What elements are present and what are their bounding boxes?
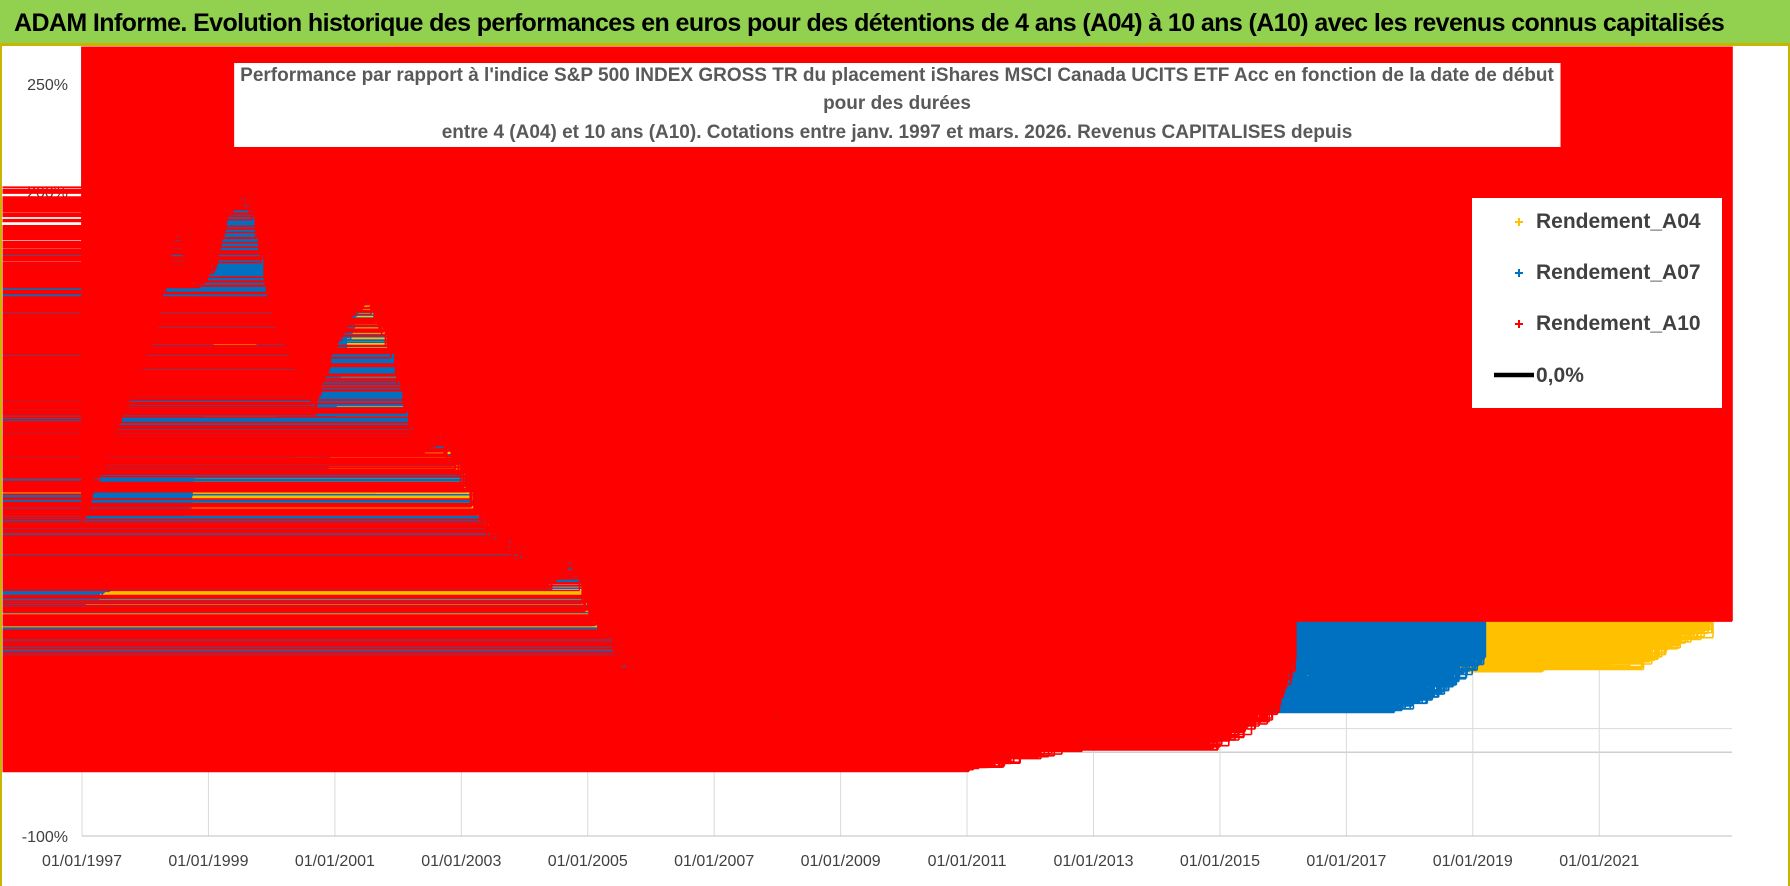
series-rendement-a10 xyxy=(2,46,1297,773)
legend-label: 0,0% xyxy=(1536,364,1584,387)
x-tick-label: 01/01/1999 xyxy=(168,853,248,870)
legend-label: Rendement_A07 xyxy=(1536,261,1701,284)
x-tick-label: 01/01/2017 xyxy=(1306,853,1386,870)
legend-item: Rendement_A10 xyxy=(1515,312,1701,335)
x-tick-label: 01/01/2001 xyxy=(295,853,375,870)
legend-marker xyxy=(1515,320,1523,328)
chart-title: Performance par rapport à l'indice S&P 5… xyxy=(234,63,1561,147)
x-tick-label: 01/01/2019 xyxy=(1433,853,1513,870)
performance-chart: 250%200%150%100%50%0%-50%-100% 01/01/199… xyxy=(2,46,1733,870)
legend-item: 0,0% xyxy=(1494,364,1584,387)
x-tick-label: 01/01/2007 xyxy=(674,853,754,870)
x-tick-label: 01/01/1997 xyxy=(42,853,122,870)
series-markers xyxy=(2,46,1297,773)
x-tick-label: 01/01/2005 xyxy=(548,853,628,870)
x-tick-label: 01/01/2021 xyxy=(1559,853,1639,870)
legend-item: Rendement_A04 xyxy=(1515,210,1701,233)
x-tick-label: 01/01/2011 xyxy=(928,853,1007,870)
y-tick-label: -100% xyxy=(22,829,68,846)
chart-frame: 250% 200% 150% 100% 50% 0% -50% -100% 01/01/199… xyxy=(0,46,1790,886)
legend-marker xyxy=(1515,269,1523,277)
series-a10-zero xyxy=(2,46,1733,622)
x-tick-label: 01/01/2013 xyxy=(1053,853,1133,870)
report-title: ADAM Informe. Evolution historique des p… xyxy=(14,9,1725,37)
chart-title-bg xyxy=(234,63,1561,147)
legend-label: Rendement_A04 xyxy=(1536,210,1701,233)
report-banner: ADAM Informe. Evolution historique des p… xyxy=(0,0,1790,46)
legend-label: Rendement_A10 xyxy=(1536,312,1701,335)
x-tick-label: 01/01/2009 xyxy=(801,853,881,870)
y-tick-label: 250% xyxy=(27,77,68,94)
chart-legend: Rendement_A04 Rendement_A07 Rendement_A10 0… xyxy=(1472,198,1722,408)
series-markers xyxy=(2,46,1733,622)
chart-title-line: Performance par rapport à l'indice S&P 5… xyxy=(240,65,1554,86)
legend-item: Rendement_A07 xyxy=(1515,261,1701,284)
chart-title-line: entre 4 (A04) et 10 ans (A10). Cotations… xyxy=(442,122,1353,143)
x-axis-ticks: 01/01/1997 01/01/1999 01/01/2001 01/01/2003… xyxy=(42,853,1639,870)
legend-marker xyxy=(1515,218,1523,226)
x-tick-label: 01/01/2015 xyxy=(1180,853,1260,870)
x-tick-label: 01/01/2003 xyxy=(421,853,501,870)
plot-area xyxy=(2,46,1733,773)
chart-title-line: pour des durées xyxy=(823,93,971,114)
